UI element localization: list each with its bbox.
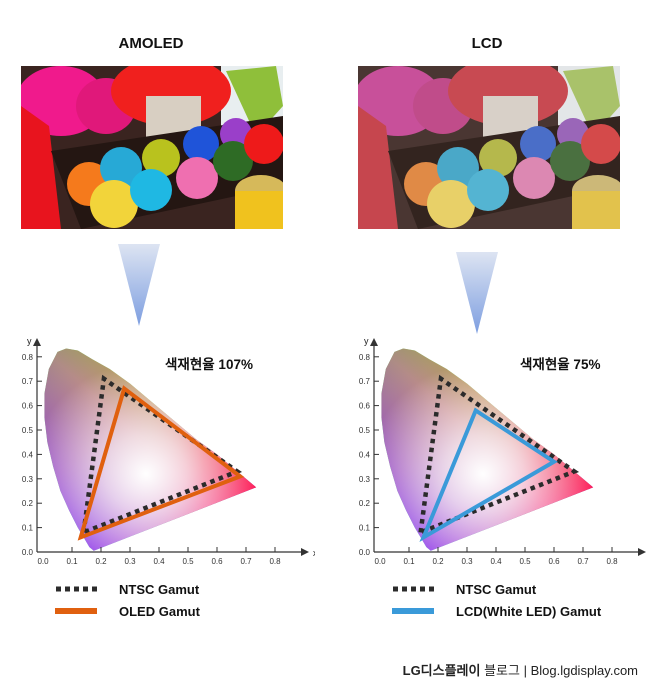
svg-text:0.2: 0.2 [22, 499, 34, 508]
svg-text:0.7: 0.7 [577, 557, 589, 566]
svg-text:0.7: 0.7 [22, 377, 34, 386]
down-arrow-icon [118, 244, 160, 326]
svg-text:0.0: 0.0 [359, 548, 371, 557]
lcd-legend: NTSC Gamut LCD(White LED) Gamut [392, 578, 601, 622]
svg-text:0.5: 0.5 [359, 426, 371, 435]
svg-text:0.3: 0.3 [22, 475, 34, 484]
svg-text:0.5: 0.5 [519, 557, 531, 566]
svg-text:0.8: 0.8 [359, 353, 371, 362]
svg-text:y: y [364, 336, 369, 346]
legend-label: OLED Gamut [119, 603, 200, 619]
svg-text:0.0: 0.0 [22, 548, 34, 557]
svg-text:0.3: 0.3 [461, 557, 473, 566]
svg-text:0.1: 0.1 [403, 557, 415, 566]
lcd-cie-chart: xy0.00.10.20.30.40.50.60.70.80.00.10.20.… [352, 334, 650, 574]
lcd-gamut-percentage: 색재현율 75% [520, 357, 601, 372]
legend-item-ntsc: NTSC Gamut [392, 578, 601, 600]
svg-text:0.1: 0.1 [66, 557, 78, 566]
legend-item-oled: OLED Gamut [55, 600, 200, 622]
svg-text:0.0: 0.0 [37, 557, 49, 566]
svg-text:0.1: 0.1 [359, 524, 371, 533]
svg-text:0.3: 0.3 [359, 475, 371, 484]
lcd-title: LCD [471, 35, 503, 52]
legend-label: NTSC Gamut [119, 581, 200, 597]
svg-text:0.2: 0.2 [432, 557, 444, 566]
amoled-legend: NTSC Gamut OLED Gamut [55, 578, 200, 622]
dotted-line-icon [393, 586, 434, 592]
svg-text:0.4: 0.4 [359, 450, 371, 459]
svg-text:0.4: 0.4 [153, 557, 165, 566]
svg-text:0.4: 0.4 [22, 450, 34, 459]
svg-text:0.6: 0.6 [359, 402, 371, 411]
down-arrow-icon [456, 252, 498, 334]
solid-line-icon [392, 608, 434, 614]
svg-text:0.8: 0.8 [606, 557, 618, 566]
svg-text:0.5: 0.5 [182, 557, 194, 566]
svg-text:0.7: 0.7 [359, 377, 371, 386]
svg-text:0.8: 0.8 [22, 353, 34, 362]
lcd-photo [358, 66, 620, 229]
legend-item-lcd: LCD(White LED) Gamut [392, 600, 601, 622]
svg-text:0.7: 0.7 [240, 557, 252, 566]
amoled-gamut-percentage: 색재현율 107% [165, 357, 253, 372]
footer-brand: LG디스플레이 [402, 663, 481, 678]
svg-text:0.5: 0.5 [22, 426, 34, 435]
dotted-line-icon [56, 586, 97, 592]
svg-text:0.4: 0.4 [490, 557, 502, 566]
svg-text:0.6: 0.6 [211, 557, 223, 566]
footer-credit: LG디스플레이 블로그 | Blog.lgdisplay.com [403, 660, 638, 679]
solid-line-icon [55, 608, 97, 614]
legend-item-ntsc: NTSC Gamut [55, 578, 200, 600]
svg-text:0.2: 0.2 [359, 499, 371, 508]
svg-text:0.0: 0.0 [374, 557, 386, 566]
svg-text:0.6: 0.6 [22, 402, 34, 411]
svg-text:x: x [313, 548, 315, 558]
svg-text:0.1: 0.1 [22, 524, 34, 533]
svg-text:0.6: 0.6 [548, 557, 560, 566]
amoled-photo [21, 66, 283, 229]
amoled-cie-chart: x y 0.0 0.1 0.2 0.3 0.4 0.5 0.6 0.7 0.8 0.0 0.1 0.2 0.… [15, 334, 318, 574]
svg-text:0.3: 0.3 [124, 557, 136, 566]
svg-text:0.2: 0.2 [95, 557, 107, 566]
amoled-title: AMOLED [118, 35, 184, 52]
svg-text:y: y [27, 336, 32, 346]
legend-label: NTSC Gamut [456, 581, 537, 597]
footer-site: 블로그 | Blog.lgdisplay.com [480, 663, 638, 678]
legend-label: LCD(White LED) Gamut [456, 603, 602, 619]
svg-text:0.8: 0.8 [269, 557, 281, 566]
